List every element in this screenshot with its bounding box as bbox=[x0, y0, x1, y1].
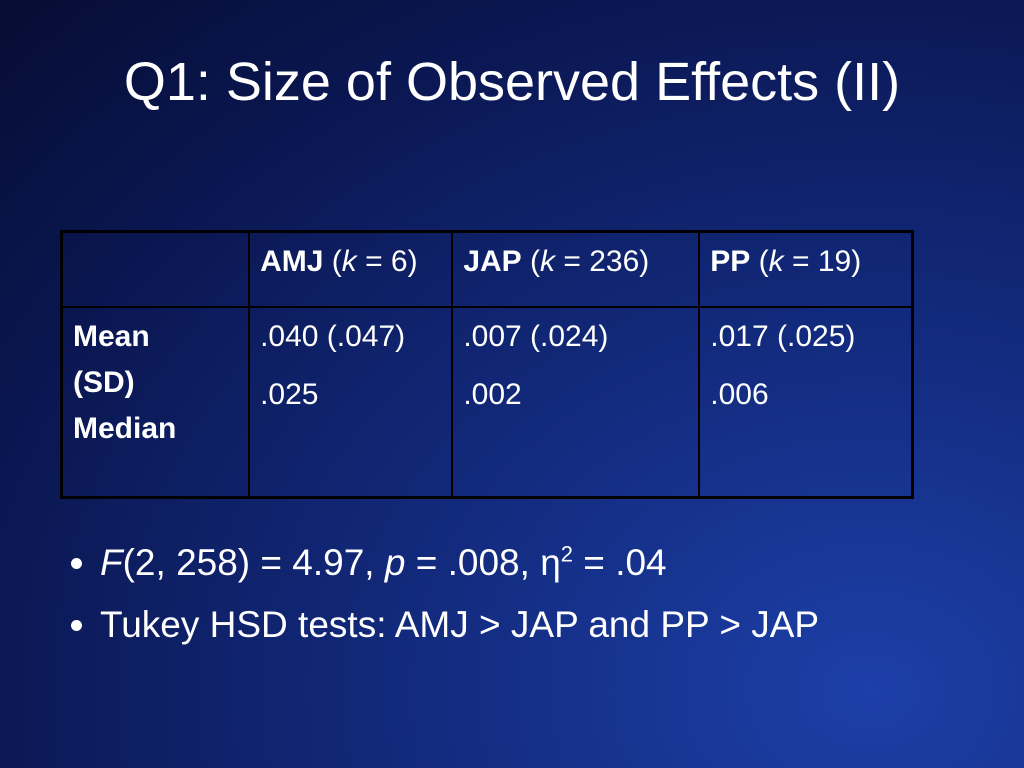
cell-line: (SD) bbox=[73, 366, 135, 400]
data-row: Mean (SD) Median .040 (.047) .025 .007 (.024)… bbox=[60, 306, 914, 499]
text-run: k bbox=[768, 245, 784, 278]
text-run: ( bbox=[323, 245, 342, 278]
header-cell: PP (k = 19) bbox=[698, 230, 914, 309]
text-run: k bbox=[341, 245, 357, 278]
text-run: p bbox=[384, 542, 406, 583]
cell-line: .025 bbox=[260, 378, 319, 412]
cell-line: .002 bbox=[463, 378, 522, 412]
text-run: k bbox=[540, 245, 556, 278]
text-run: = 6) bbox=[356, 245, 418, 278]
text-run: = 19) bbox=[783, 245, 862, 278]
header-cell bbox=[60, 230, 251, 309]
text-run: = 236) bbox=[555, 245, 650, 278]
cell-line: .017 (.025) bbox=[710, 320, 856, 354]
data-cell: .017 (.025) .006 bbox=[698, 306, 914, 499]
text-run: JAP bbox=[463, 245, 522, 278]
cell-line: Mean bbox=[73, 320, 150, 354]
text-run: ( bbox=[750, 245, 769, 278]
text-run: AMJ bbox=[260, 245, 324, 278]
cell-line: Median bbox=[73, 412, 177, 446]
header-cell: AMJ (k = 6) bbox=[248, 230, 454, 309]
header-row: AMJ (k = 6) JAP (k = 236) PP (k = 19) bbox=[60, 230, 914, 309]
text-run: F bbox=[100, 542, 123, 583]
cell-line: .007 (.024) bbox=[463, 320, 609, 354]
text-run: 2 bbox=[560, 541, 574, 567]
data-cell: .007 (.024) .002 bbox=[451, 306, 701, 499]
bullet: F(2, 258) = 4.97, p = .008, η2 = .04 bbox=[100, 534, 940, 592]
bullet: Tukey HSD tests: AMJ > JAP and PP > JAP bbox=[100, 596, 940, 654]
text-run: ( bbox=[521, 245, 541, 278]
slide-title: Q1: Size of Observed Effects (II) bbox=[123, 52, 901, 112]
bullet-list: F(2, 258) = 4.97, p = .008, η2 = .04 Tuke… bbox=[58, 534, 940, 658]
cell-line: .006 bbox=[710, 378, 769, 412]
text-run: Tukey HSD tests: AMJ > JAP and PP > JAP bbox=[100, 604, 820, 645]
results-table: AMJ (k = 6) JAP (k = 236) PP (k = 19) Mean(… bbox=[60, 230, 914, 499]
header-cell: JAP (k = 236) bbox=[451, 230, 701, 309]
text-run: PP bbox=[710, 245, 751, 278]
cell-line: .040 (.047) bbox=[260, 320, 406, 354]
row-label: Mean (SD) Median bbox=[60, 306, 251, 499]
text-run: = .008, η bbox=[405, 542, 561, 583]
text-run: = .04 bbox=[573, 542, 667, 583]
text-run: (2, 258) = 4.97, bbox=[122, 542, 385, 583]
data-cell: .040 (.047) .025 bbox=[248, 306, 454, 499]
